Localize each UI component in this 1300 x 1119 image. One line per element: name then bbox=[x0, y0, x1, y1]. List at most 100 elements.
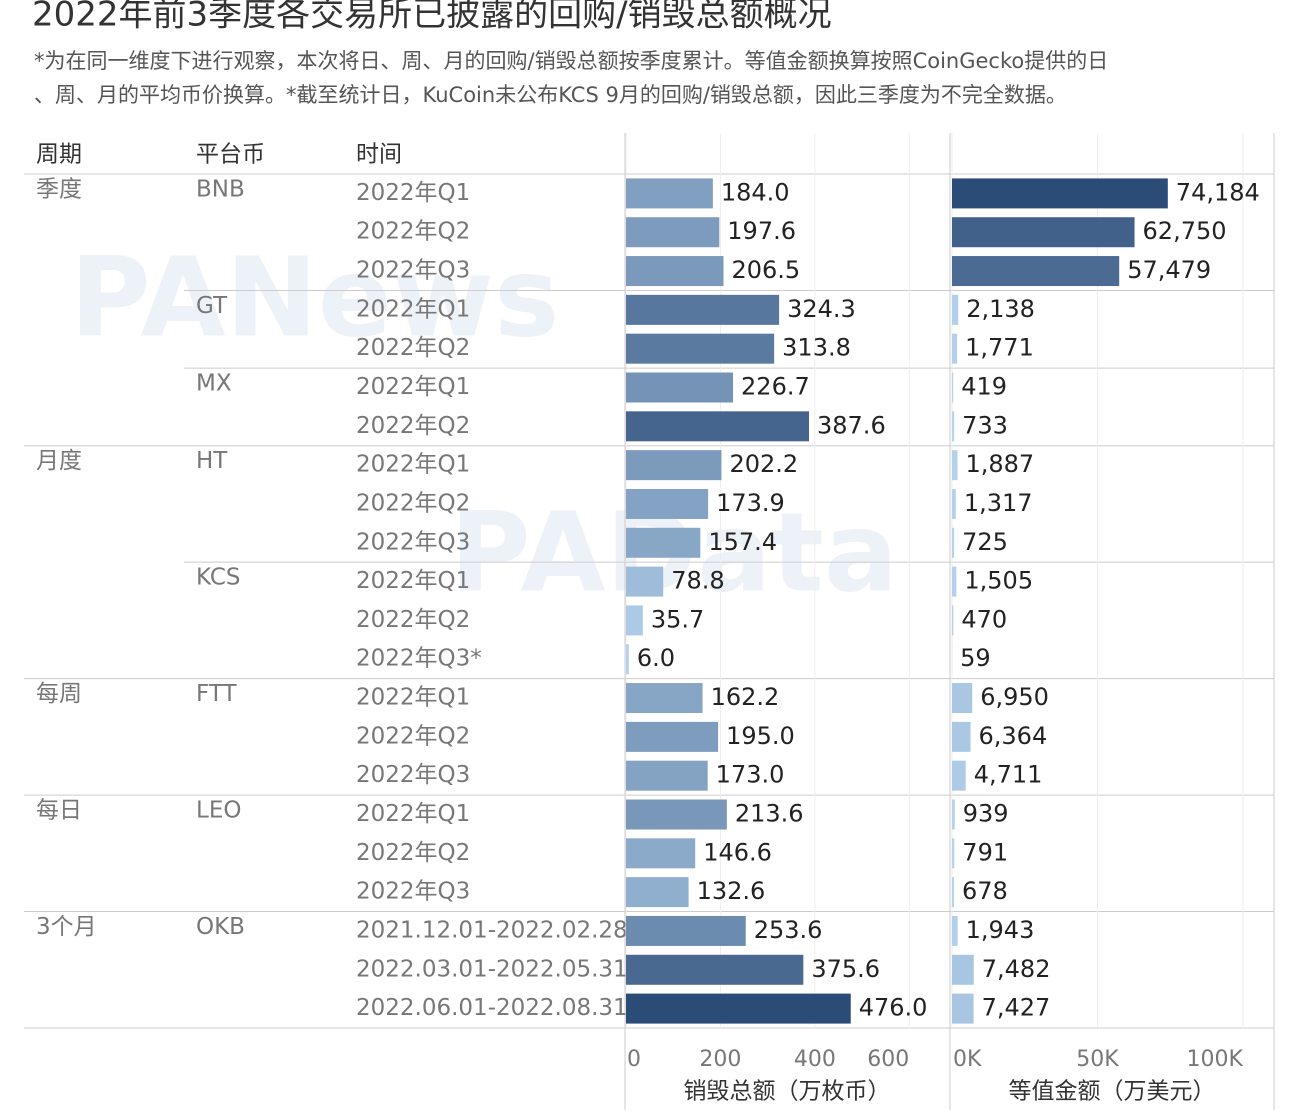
value-label: 375.6 bbox=[811, 955, 880, 983]
value-label: 59 bbox=[960, 644, 991, 672]
value-label: 7,427 bbox=[982, 994, 1051, 1022]
column-header: 平台币 bbox=[196, 142, 265, 168]
time-label: 2022年Q1 bbox=[356, 180, 470, 206]
bar bbox=[626, 644, 629, 675]
value-label: 1,771 bbox=[965, 334, 1034, 362]
bar bbox=[952, 178, 1168, 209]
time-label: 2022年Q2 bbox=[356, 335, 470, 361]
column-header: 周期 bbox=[36, 142, 82, 168]
value-label: 132.6 bbox=[697, 877, 766, 905]
time-label: 2021.12.01-2022.02.28 bbox=[356, 917, 628, 943]
x-tick-label: 600 bbox=[867, 1047, 909, 1072]
value-label: 162.2 bbox=[711, 683, 780, 711]
x-tick-label: 0K bbox=[953, 1047, 982, 1072]
bar bbox=[952, 527, 955, 558]
time-label: 2022年Q1 bbox=[356, 296, 470, 322]
bar bbox=[626, 256, 724, 287]
value-label: 419 bbox=[961, 373, 1007, 401]
chart-title: 2022年前3季度各交易所已披露的回购/销毁总额概况 bbox=[32, 0, 832, 35]
coin-label: KCS bbox=[196, 565, 240, 591]
x-tick-label: 400 bbox=[794, 1047, 836, 1072]
value-label: 476.0 bbox=[859, 994, 928, 1022]
bar bbox=[626, 178, 713, 209]
period-label: 季度 bbox=[36, 177, 82, 203]
time-label: 2022年Q2 bbox=[356, 840, 470, 866]
value-label: 173.9 bbox=[716, 489, 785, 517]
bar bbox=[626, 877, 689, 908]
bar bbox=[626, 838, 696, 869]
value-label: 6,950 bbox=[980, 683, 1049, 711]
bar bbox=[952, 566, 957, 597]
value-label: 324.3 bbox=[787, 295, 856, 323]
coin-label: LEO bbox=[196, 798, 241, 824]
value-label: 195.0 bbox=[726, 722, 795, 750]
bar bbox=[952, 799, 955, 830]
time-label: 2022年Q2 bbox=[356, 607, 470, 633]
value-label: 313.8 bbox=[782, 334, 851, 362]
time-label: 2022年Q3 bbox=[356, 879, 470, 905]
period-label: 月度 bbox=[36, 448, 82, 474]
subtitle: *为在同一维度下进行观察，本次将日、周、月的回购/销毁总额按季度累计。等值金额换… bbox=[34, 49, 1108, 73]
bar bbox=[626, 993, 851, 1024]
bar bbox=[626, 488, 709, 519]
bar bbox=[626, 333, 775, 364]
bar bbox=[952, 488, 956, 519]
bar bbox=[952, 333, 958, 364]
value-label: 157.4 bbox=[708, 528, 777, 556]
column-header: 时间 bbox=[356, 142, 402, 168]
bar bbox=[952, 217, 1135, 248]
x-tick-label: 100K bbox=[1186, 1047, 1243, 1072]
bar bbox=[952, 256, 1120, 287]
time-label: 2022年Q2 bbox=[356, 413, 470, 439]
time-label: 2022年Q3 bbox=[356, 529, 470, 555]
value-label: 1,317 bbox=[964, 489, 1033, 517]
value-label: 62,750 bbox=[1143, 217, 1227, 245]
bar bbox=[952, 372, 954, 403]
value-label: 1,887 bbox=[965, 450, 1034, 478]
value-label: 226.7 bbox=[741, 373, 810, 401]
value-label: 678 bbox=[962, 877, 1008, 905]
coin-label: FTT bbox=[196, 681, 237, 707]
x-tick-label: 50K bbox=[1076, 1047, 1119, 1072]
bar bbox=[952, 411, 955, 442]
axis-title: 销毁总额（万枚币） bbox=[684, 1079, 891, 1105]
coin-label: HT bbox=[196, 448, 228, 474]
value-label: 6,364 bbox=[979, 722, 1048, 750]
value-label: 725 bbox=[962, 528, 1008, 556]
value-label: 791 bbox=[962, 838, 1008, 866]
value-label: 470 bbox=[961, 605, 1007, 633]
bar bbox=[626, 721, 719, 752]
bar bbox=[626, 450, 722, 481]
period-label: 每日 bbox=[36, 798, 82, 824]
bar bbox=[952, 760, 966, 791]
x-tick-label: 200 bbox=[699, 1047, 741, 1072]
value-label: 7,482 bbox=[982, 955, 1051, 983]
subtitle: 、周、月的平均币价换算。*截至统计日，KuCoin未公布KCS 9月的回购/销毁… bbox=[34, 83, 1067, 107]
time-label: 2022年Q1 bbox=[356, 374, 470, 400]
bar bbox=[952, 993, 974, 1024]
x-tick-label: 0 bbox=[627, 1047, 641, 1072]
coin-label: OKB bbox=[196, 914, 245, 940]
time-label: 2022年Q3 bbox=[356, 258, 470, 284]
value-label: 213.6 bbox=[735, 800, 804, 828]
bar bbox=[626, 527, 701, 558]
coin-label: GT bbox=[196, 293, 228, 319]
bar bbox=[626, 372, 734, 403]
value-label: 1,505 bbox=[964, 567, 1033, 595]
time-label: 2022年Q3* bbox=[356, 646, 482, 672]
bar bbox=[952, 721, 971, 752]
value-label: 939 bbox=[963, 800, 1009, 828]
value-label: 4,711 bbox=[974, 761, 1043, 789]
time-label: 2022.06.01-2022.08.31 bbox=[356, 995, 628, 1021]
time-label: 2022年Q2 bbox=[356, 723, 470, 749]
watermark: PANews bbox=[70, 233, 559, 361]
value-label: 74,184 bbox=[1176, 178, 1260, 206]
time-label: 2022年Q2 bbox=[356, 490, 470, 516]
bar bbox=[952, 838, 955, 869]
bar bbox=[626, 915, 746, 946]
bar bbox=[952, 954, 974, 985]
time-label: 2022年Q1 bbox=[356, 452, 470, 478]
bar bbox=[626, 217, 720, 248]
bar bbox=[626, 294, 780, 325]
bar bbox=[626, 411, 810, 442]
